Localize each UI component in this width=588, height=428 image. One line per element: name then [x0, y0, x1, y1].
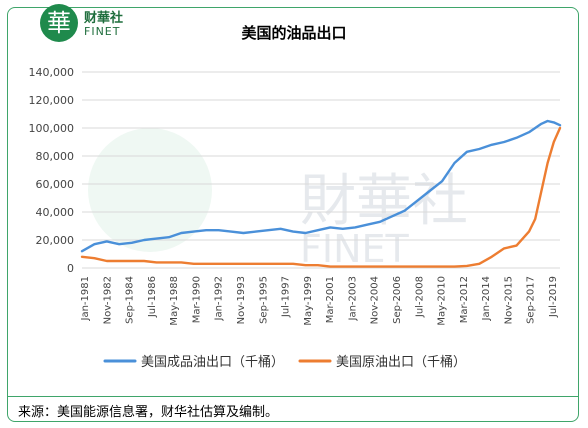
x-tick-label: May-1999 — [303, 276, 314, 326]
series-line-1 — [80, 119, 562, 253]
divider — [7, 396, 579, 397]
watermark-text-en: FINET — [300, 227, 410, 271]
logo-name-en: FINET — [84, 25, 121, 38]
x-tick-label: Nov-2004 — [370, 276, 381, 324]
legend-label-1: 美国成品油出口（千桶） — [141, 355, 284, 370]
series-line-2 — [80, 126, 562, 268]
y-tick-label: 140,000 — [29, 66, 75, 79]
x-tick-label: May-1988 — [169, 276, 180, 326]
logo-name-cn: 财華社 — [84, 11, 124, 26]
finet-logo: 華 财華社 FINET — [40, 4, 136, 42]
watermark: 財華社 FINET — [88, 128, 468, 271]
y-tick-label: 100,000 — [29, 122, 75, 135]
chart-frame — [7, 7, 579, 422]
x-tick-label: Sep-2017 — [526, 276, 537, 324]
x-tick-label: Jul-1986 — [147, 276, 158, 318]
x-tick-label: Mar-1990 — [191, 276, 202, 323]
y-tick-label: 80,000 — [36, 150, 75, 163]
x-tick-label: Sep-2006 — [392, 276, 403, 324]
x-tick-label: Jan-1981 — [80, 276, 91, 321]
x-tick-label: May-2010 — [437, 276, 448, 326]
y-tick-label: 60,000 — [36, 178, 75, 191]
x-tick-label: Mar-2012 — [459, 276, 470, 323]
logo-seal: 華 — [40, 4, 78, 42]
chart-title: 美国的油品出口 — [241, 24, 347, 42]
x-tick-label: Jul-1997 — [281, 276, 292, 318]
y-tick-label: 120,000 — [29, 94, 75, 107]
x-tick-label: Sep-1984 — [125, 276, 136, 324]
x-tick-label: Nov-1993 — [236, 276, 247, 324]
x-tick-label: Mar-2001 — [325, 276, 336, 323]
y-tick-label: 40,000 — [36, 206, 75, 219]
x-tick-label: Jan-1992 — [214, 276, 225, 321]
y-tick-label: 0 — [67, 262, 74, 275]
y-tick-label: 20,000 — [36, 234, 75, 247]
x-tick-label: Nov-1982 — [102, 276, 113, 324]
x-tick-label: Nov-2015 — [503, 276, 514, 324]
source-note: 来源：美国能源信息署，财华社估算及编制。 — [18, 405, 279, 420]
x-tick-label: Jul-2019 — [548, 276, 559, 318]
legend-label-2: 美国原油出口（千桶） — [336, 355, 466, 370]
x-tick-label: Jan-2014 — [481, 276, 492, 321]
x-tick-label: Jan-2003 — [347, 276, 358, 321]
x-tick-label: Jul-2008 — [414, 276, 425, 318]
x-tick-label: Sep-1995 — [258, 276, 269, 324]
watermark-text-cn: 財華社 — [300, 169, 468, 234]
